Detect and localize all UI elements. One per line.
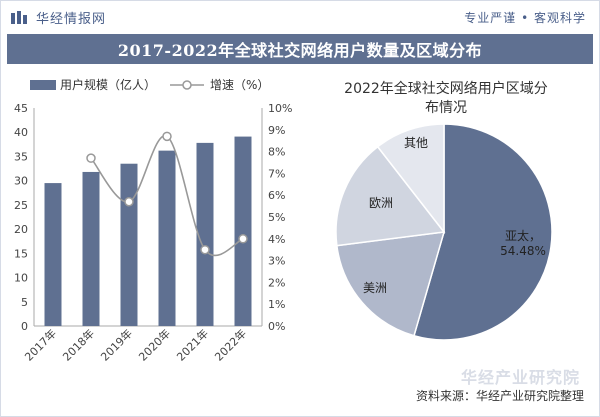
brand: 华经情报网 — [10, 8, 106, 27]
brand-name: 华经情报网 — [36, 12, 107, 27]
x-tick-label: 2022年 — [212, 326, 249, 363]
pie-slice-value: 54.48% — [500, 244, 546, 258]
growth-point — [124, 196, 134, 207]
pie-slice — [336, 231, 446, 337]
slogan: 专业严谨 • 客观科学 — [464, 11, 586, 25]
legend-line-marker — [182, 80, 192, 90]
y-tick-label: 15 — [14, 247, 28, 260]
y2-tick-label: 6% — [268, 189, 285, 202]
pie-slice-label: 欧洲 — [369, 196, 393, 210]
legend-bar-swatch — [30, 80, 56, 90]
pie-title-line2: 布情况 — [425, 100, 467, 116]
bar — [44, 183, 62, 326]
growth-point — [200, 244, 210, 255]
growth-point — [86, 153, 96, 163]
y-tick-label: 0 — [21, 320, 28, 333]
y2-tick-label: 3% — [268, 255, 285, 268]
top-bar: 华经情报网 专业严谨 • 客观科学 — [0, 0, 600, 34]
y-tick-label: 45 — [14, 102, 28, 115]
bar — [82, 171, 100, 326]
bar — [158, 150, 176, 326]
y-tick-label: 30 — [14, 175, 28, 188]
bar — [234, 136, 252, 326]
y2-tick-label: 5% — [268, 211, 285, 224]
brand-logo-icon — [11, 10, 27, 24]
main-title: 2017-2022年全球社交网络用户数量及区域分布 — [117, 41, 483, 60]
pie-slice — [376, 123, 445, 235]
y2-tick-label: 1% — [268, 298, 285, 311]
pie-title: 2022年全球社交网络用户区域分 — [344, 80, 548, 97]
watermark: 华经产业研究院 — [460, 368, 580, 387]
legend-bar-label: 用户规模（亿人） — [60, 77, 156, 92]
y2-tick-label: 2% — [268, 276, 285, 289]
pie-slice-label: 其他 — [404, 136, 428, 150]
y-tick-label: 35 — [14, 150, 28, 163]
y-tick-label: 40 — [14, 126, 28, 139]
bar — [196, 142, 214, 326]
growth-point — [238, 234, 248, 244]
y-tick-label: 10 — [14, 272, 28, 285]
bar — [120, 163, 138, 326]
y2-tick-label: 4% — [268, 233, 285, 246]
y2-tick-label: 8% — [268, 146, 285, 159]
y-tick-label: 25 — [14, 199, 28, 212]
x-tick-label: 2019年 — [98, 326, 135, 363]
x-tick-label: 2020年 — [136, 326, 173, 363]
title-bar: 2017-2022年全球社交网络用户数量及区域分布 — [7, 34, 593, 64]
pie-slice — [413, 123, 553, 341]
source-note: 资料来源：华经产业研究院整理 — [415, 389, 584, 403]
y-tick-label: 5 — [21, 296, 28, 309]
growth-point — [162, 131, 172, 142]
y2-tick-label: 7% — [268, 167, 285, 180]
pie-slice-label: 美洲 — [363, 281, 387, 295]
y2-tick-label: 9% — [268, 124, 285, 137]
y-tick-label: 20 — [14, 223, 28, 236]
y2-tick-label: 0% — [268, 320, 285, 333]
legend-line-label: 增速（%） — [210, 78, 269, 92]
x-tick-label: 2021年 — [174, 326, 211, 363]
pie-slice-label: 亚太， — [505, 228, 541, 243]
x-tick-label: 2018年 — [60, 326, 97, 363]
pie-slice — [335, 145, 446, 247]
y2-tick-label: 10% — [268, 102, 292, 115]
